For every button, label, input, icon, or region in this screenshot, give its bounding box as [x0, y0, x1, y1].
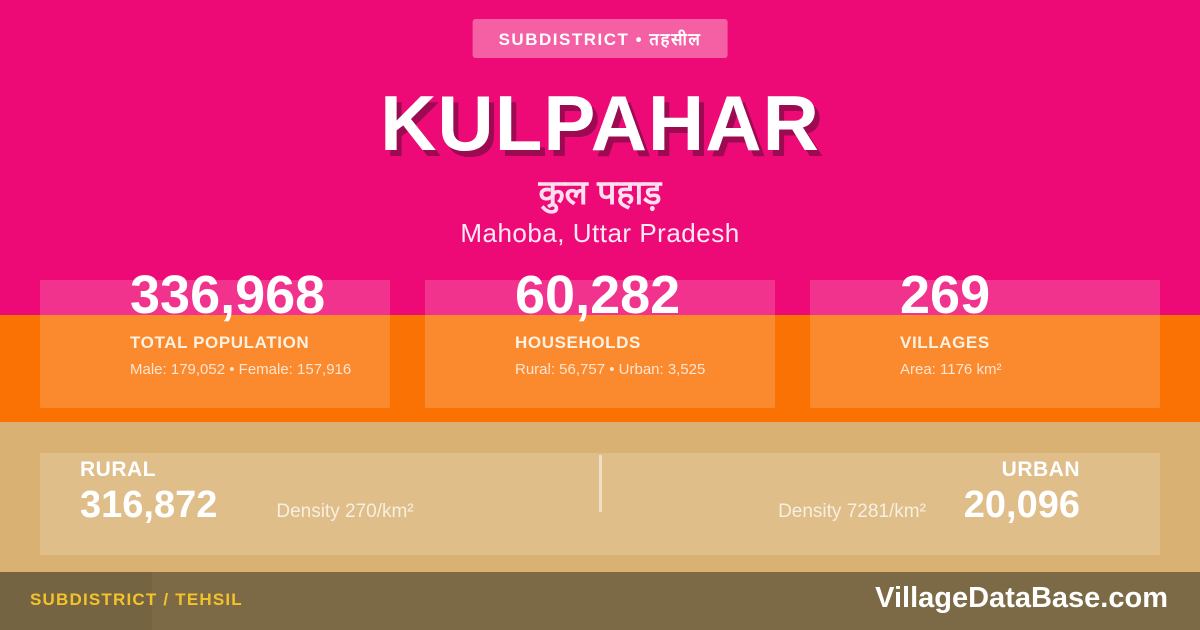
- urban-density: Density 7281/km²: [778, 501, 926, 522]
- stat-value: 336,968: [130, 265, 326, 325]
- stat-value: 60,282: [515, 265, 681, 325]
- footer-band: [0, 572, 1200, 630]
- urban-value: 20,096: [963, 484, 1080, 527]
- title-hindi: कुल पहाड़: [538, 174, 662, 212]
- location-text: Mahoba, Uttar Pradesh: [460, 218, 740, 248]
- stat-detail: Area: 1176 km²: [900, 361, 1002, 378]
- stat-detail: Male: 179,052 • Female: 157,916: [130, 361, 352, 378]
- stat-card-households: 60,282 HOUSEHOLDS Rural: 56,757 • Urban:…: [425, 268, 775, 408]
- subdistrict-badge-label: SUBDISTRICT • तहसील: [498, 30, 702, 49]
- stat-card-total-population: 336,968 TOTAL POPULATION Male: 179,052 •…: [40, 268, 390, 408]
- stat-detail: Rural: 56,757 • Urban: 3,525: [515, 361, 706, 378]
- stat-label: TOTAL POPULATION: [130, 333, 310, 352]
- page-title: KULPAHAR: [380, 79, 820, 167]
- urban-label: URBAN: [1001, 458, 1080, 481]
- stat-card-villages: 269 VILLAGES Area: 1176 km²: [810, 268, 1160, 408]
- subdistrict-badge: SUBDISTRICT • तहसील: [472, 19, 728, 58]
- rural-block: RURAL 316,872: [80, 458, 217, 524]
- rural-urban-divider: [599, 455, 602, 512]
- site-brand: VillageDataBase.com: [875, 582, 1168, 614]
- rural-label: RURAL: [80, 458, 156, 481]
- rural-value: 316,872: [80, 484, 218, 527]
- urban-block: URBAN 20,096: [964, 458, 1080, 524]
- footer-left-strip: [0, 572, 152, 630]
- stat-label: VILLAGES: [900, 333, 990, 352]
- rural-density: Density 270/km²: [276, 501, 414, 522]
- orange-stats-band: [0, 315, 1200, 422]
- rural-urban-panel: RURAL 316,872 Density 270/km² Density 72…: [40, 453, 1160, 555]
- stat-label: HOUSEHOLDS: [515, 333, 641, 352]
- stat-value: 269: [900, 265, 991, 325]
- footer-type-label: SUBDISTRICT / TEHSIL: [30, 590, 243, 609]
